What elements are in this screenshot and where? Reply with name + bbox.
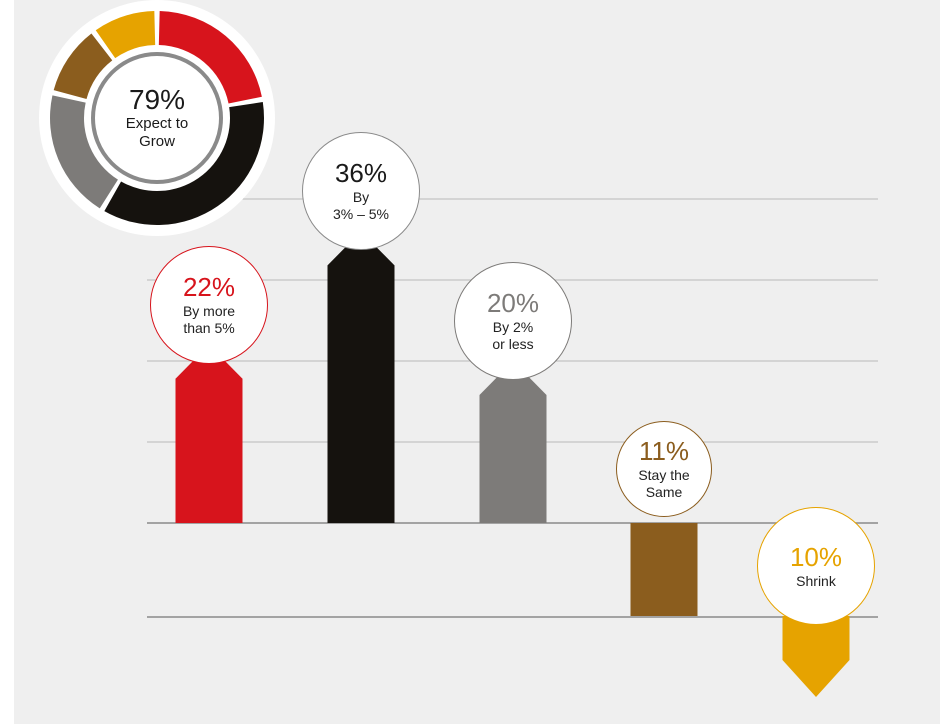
donut-inner-ring	[91, 52, 223, 184]
value-label: 36%	[334, 158, 388, 189]
donut-segment-5	[95, 11, 156, 59]
donut-value-label: 79%	[128, 84, 186, 115]
bar-2	[327, 231, 395, 523]
value-label: 20%	[486, 288, 540, 318]
bar-1	[175, 344, 243, 523]
category-label: By more than 5%	[182, 302, 236, 336]
donut-segment-3	[49, 95, 118, 209]
value-label: 11%	[638, 436, 690, 466]
value-label: 22%	[182, 271, 236, 302]
bubble-by-more-than-5: 22% By more than 5%	[150, 245, 268, 364]
donut-segment-1	[158, 11, 262, 104]
category-label: Stay the Same	[638, 467, 690, 500]
category-label: By 2% or less	[492, 319, 534, 352]
bar-3	[479, 361, 547, 523]
bubble-shrink: 10% Shrink	[757, 507, 875, 625]
donut-segment-4	[53, 33, 113, 100]
value-label: 10%	[789, 541, 843, 572]
bar-4	[630, 523, 698, 616]
bubble-by-2-or-less: 20% By 2% or less	[454, 262, 572, 380]
category-label: By 3% – 5%	[332, 189, 390, 223]
donut-segment-2	[104, 102, 264, 225]
bar-5	[782, 616, 850, 697]
donut-caption: Expect to Grow	[125, 115, 189, 150]
bubble-stay-the-same: 11% Stay the Same	[616, 421, 712, 517]
category-label: Shrink	[796, 572, 836, 589]
bubble-by-3-to-5: 36% By 3% – 5%	[302, 132, 420, 251]
donut-center-label: 79% Expect to Grow	[97, 78, 217, 158]
